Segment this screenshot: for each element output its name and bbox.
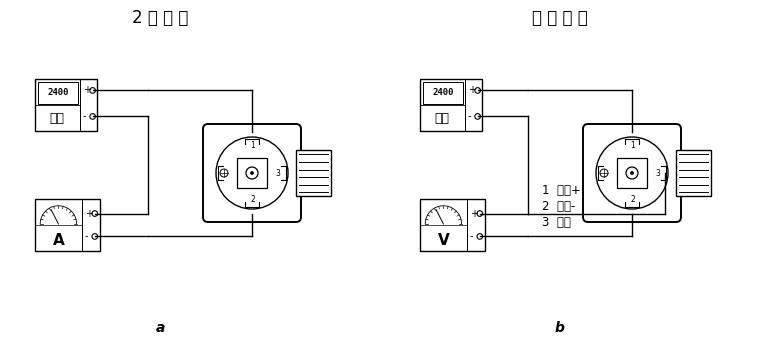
Text: 2: 2 xyxy=(630,195,635,204)
Circle shape xyxy=(92,234,97,239)
Bar xyxy=(296,150,331,196)
Circle shape xyxy=(246,167,258,179)
Text: +: + xyxy=(470,209,478,219)
Text: 1  电源+: 1 电源+ xyxy=(542,184,581,198)
Circle shape xyxy=(475,88,480,93)
Text: 2 线 电 流: 2 线 电 流 xyxy=(132,9,188,27)
Bar xyxy=(420,79,482,131)
Circle shape xyxy=(251,172,254,174)
Circle shape xyxy=(596,137,668,209)
Text: +: + xyxy=(83,85,91,95)
Circle shape xyxy=(90,88,95,93)
Text: 电 压 输 出: 电 压 输 出 xyxy=(532,9,588,27)
Text: 3: 3 xyxy=(275,168,281,178)
Circle shape xyxy=(92,211,97,216)
Text: 2: 2 xyxy=(251,195,255,204)
Text: 2400: 2400 xyxy=(433,88,454,98)
Circle shape xyxy=(600,169,608,177)
FancyBboxPatch shape xyxy=(203,124,301,222)
Circle shape xyxy=(477,234,482,239)
FancyBboxPatch shape xyxy=(583,124,681,222)
Text: 电源: 电源 xyxy=(435,111,449,125)
Circle shape xyxy=(216,137,288,209)
Text: 电源: 电源 xyxy=(50,111,65,125)
Circle shape xyxy=(630,172,634,174)
Bar xyxy=(35,199,100,251)
Text: a: a xyxy=(155,321,165,335)
Text: -: - xyxy=(85,231,88,241)
Circle shape xyxy=(220,169,228,177)
Text: A: A xyxy=(52,233,64,248)
Text: b: b xyxy=(555,321,565,335)
Circle shape xyxy=(90,114,95,119)
Circle shape xyxy=(477,211,482,216)
Text: 1: 1 xyxy=(630,141,635,151)
Bar xyxy=(617,158,647,188)
Text: -: - xyxy=(470,231,473,241)
Circle shape xyxy=(626,167,638,179)
Bar xyxy=(38,82,78,104)
Text: -: - xyxy=(468,111,471,121)
Bar xyxy=(676,150,711,196)
Bar xyxy=(423,82,463,104)
Text: 2  电源-: 2 电源- xyxy=(542,200,575,214)
Text: -: - xyxy=(83,111,86,121)
Text: V: V xyxy=(437,233,449,248)
Circle shape xyxy=(475,114,480,119)
Text: 1: 1 xyxy=(251,141,255,151)
Text: 3: 3 xyxy=(656,168,660,178)
Bar xyxy=(35,79,97,131)
Text: 3  输出: 3 输出 xyxy=(542,216,571,230)
Bar xyxy=(420,199,485,251)
Text: 2400: 2400 xyxy=(48,88,69,98)
Text: +: + xyxy=(468,85,476,95)
Bar xyxy=(237,158,267,188)
Text: +: + xyxy=(85,209,93,219)
